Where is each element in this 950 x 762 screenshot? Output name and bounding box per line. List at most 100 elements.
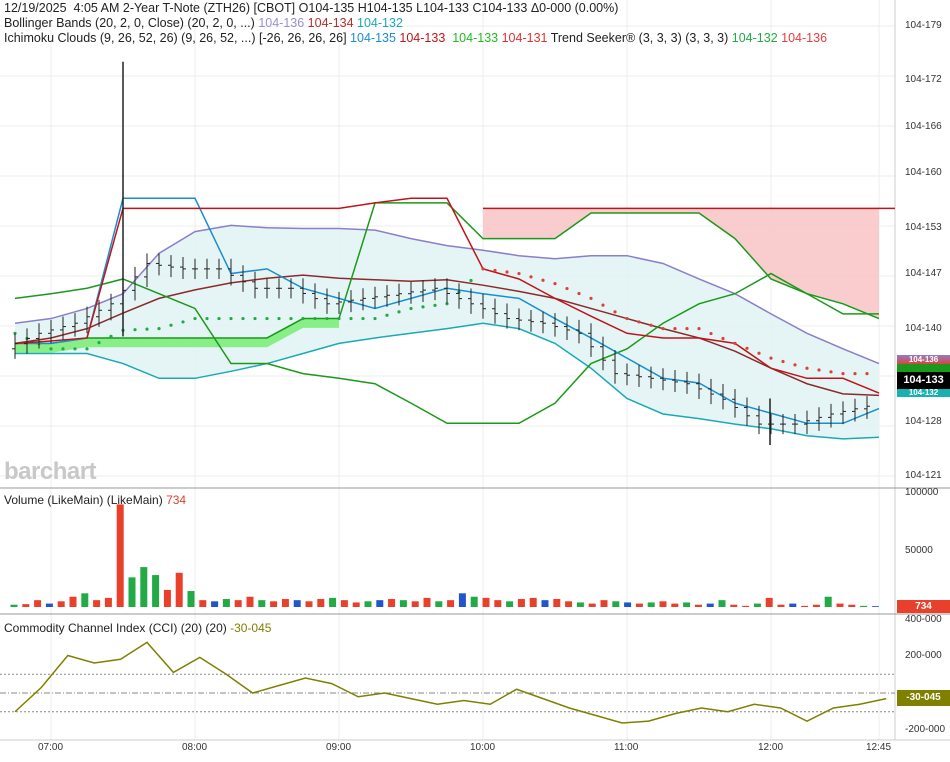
trend-seeker-dot [673,327,677,331]
volume-bar [22,604,30,607]
trend-seeker-dot [337,316,341,321]
volume-bar [222,599,230,607]
ichimoku-span-a-line [15,202,880,345]
bollinger-lower-line [15,322,880,440]
trend-seeker-dot [109,334,113,338]
volume-bar [541,600,549,607]
bollinger-legend[interactable]: Bollinger Bands (20, 2, 0, Close) (20, 2… [4,16,403,30]
trend-seeker-dot [265,316,269,321]
volume-bar [694,604,702,607]
volume-bar [730,604,738,607]
volume-bar [211,601,219,607]
volume-bar [364,601,372,607]
trend-seeker-dot [97,341,101,345]
volume-bar [447,600,455,607]
cci-oversold-fill [15,642,886,723]
volume-bar [671,603,679,607]
volume-bar [317,599,325,607]
trend-seeker-dot [421,305,425,309]
trend-seeker-dot [49,347,53,351]
header-legend: 12/19/2025 4:05 AM 2-Year T-Note (ZTH26)… [4,1,618,15]
change-value: Δ0-000 (0.00%) [530,1,619,15]
volume-bar [458,593,466,607]
time-axis-label: 12:45 [866,742,892,753]
trend-seeker-dot [721,336,725,341]
volume-bar [600,600,608,607]
volume-bar [801,605,809,607]
trend-seeker-dot [313,316,317,321]
volume-legend[interactable]: Volume (LikeMain) (LikeMain) 734 [4,493,186,507]
volume-bar [34,600,42,607]
volume-bar [553,599,561,607]
trend-seeker-dot [349,316,353,321]
trend-seeker-dot [793,363,797,367]
ichimoku-value-4: 104-131 [501,31,548,45]
trend-seeker-dot [13,331,17,335]
trend-seeker-dot [841,372,845,376]
cci-overbought-fill [15,642,886,723]
time-axis-label: 11:00 [614,742,639,753]
trend-seeker-dot [625,316,629,321]
trend-seeker-dot [145,327,149,331]
trend-seeker-dot [805,366,809,370]
ichimoku-cloud-bearish [483,208,879,319]
price-axis-label: 104-172 [905,74,942,86]
volume-bar [718,600,726,607]
volume-bar [848,604,856,607]
volume-value: 734 [166,493,187,507]
time-axis-label: 08:00 [182,742,208,753]
price-axis-label: 104-140 [905,322,942,334]
trend-seeker-dot [61,347,65,351]
volume-bar [93,600,101,607]
trend-seeker-dot [409,306,413,311]
time-axis-label: 07:00 [38,742,64,753]
volume-bar [659,601,667,607]
trend-seeker-dot [733,341,737,345]
bollinger-lower-value: 104-132 [357,16,403,30]
trend-seeker-dot [85,347,89,351]
volume-bar [376,600,384,607]
volume-bar [10,604,18,607]
cci-line [14,641,887,724]
bollinger-middle-value: 104-134 [307,16,354,30]
trend-seeker-dot [565,286,569,291]
volume-bar [293,600,301,607]
time: 4:05 AM [73,1,120,15]
volume-bar [777,604,785,607]
trend-seeker-dot [385,313,389,317]
trend-seeker-dot [469,278,473,283]
volume-bar [612,601,620,607]
volume-label: Volume (LikeMain) (LikeMain) [4,493,163,507]
ichimoku-label: Ichimoku Clouds (9, 26, 52, 26) (9, 26, … [4,31,347,45]
price-axis-label: 104-153 [905,221,942,233]
volume-bar [258,600,266,607]
cci-label: Commodity Channel Index (CCI) (20) (20) [4,621,227,635]
cci-axis-label: 400-000 [905,614,942,625]
price-axis-label: 104-166 [905,120,942,132]
trend-seeker-dot [133,328,137,332]
ichimoku-lagging-line [14,272,879,425]
trend-seeker-dot [481,267,485,271]
trend-seeker-dot [241,316,245,321]
price-tag-green [897,364,950,372]
trend-seeker-dot [829,370,833,374]
volume-bar [860,605,868,607]
trend-seeker-dot [157,327,161,331]
volume-bar [57,601,65,607]
cci-legend[interactable]: Commodity Channel Index (CCI) (20) (20) … [4,621,271,635]
trend-seeker-dot [769,356,773,360]
trend-seeker-dot [517,271,521,276]
volume-bar [281,599,289,607]
volume-bar [836,603,844,607]
ichimoku-cloud-bullish [15,318,339,353]
volume-bar [742,605,750,607]
trend-seeker-value-1: 104-132 [731,31,778,45]
volume-bar [411,601,419,607]
volume-bar [270,601,278,607]
cci-value: -30-045 [230,621,272,635]
volume-bar [69,596,77,607]
ichimoku-value-2: 104-133 [399,31,446,45]
ichimoku-legend[interactable]: Ichimoku Clouds (9, 26, 52, 26) (9, 26, … [4,31,827,45]
trend-seeker-dot [613,310,617,314]
